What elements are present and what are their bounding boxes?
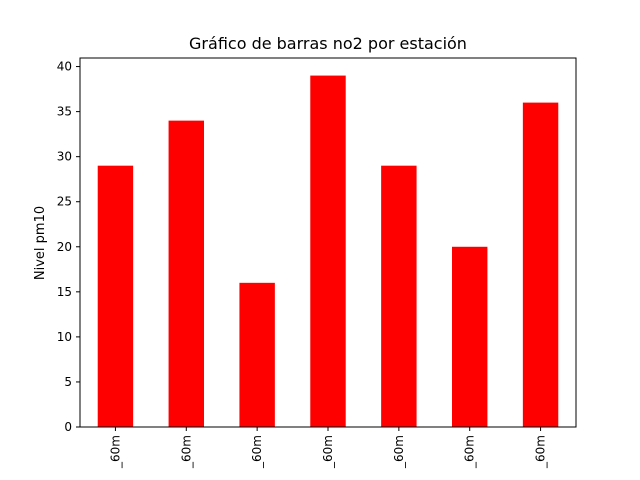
y-tick-label: 30 [57, 150, 72, 164]
x-tick-label: _60m [321, 435, 335, 469]
x-axis: _60m _60m _60m _60m _60m _60m _60m [108, 427, 548, 469]
y-tick-label: 15 [57, 285, 72, 299]
x-tick-label: _60m [179, 435, 193, 469]
bar-7 [522, 102, 559, 427]
bars-group [97, 75, 559, 428]
x-tick-label: _60m [250, 435, 264, 469]
x-tick-label: _60m [392, 435, 406, 469]
x-tick-label: _60m [108, 435, 122, 469]
y-tick-label: 20 [57, 240, 72, 254]
bar-5 [381, 165, 417, 427]
y-axis-label: Nivel pm10 [33, 206, 48, 280]
y-tick-label: 0 [64, 420, 72, 434]
bar-4 [310, 75, 346, 428]
bar-1 [97, 165, 134, 427]
chart-title: Gráfico de barras no2 por estación [189, 34, 467, 53]
bar-6 [452, 246, 488, 427]
y-tick-label: 5 [64, 375, 72, 389]
y-axis: 0 5 10 15 20 25 30 35 40 [57, 60, 80, 434]
x-tick-label: _60m [534, 435, 548, 469]
y-tick-label: 25 [57, 195, 72, 209]
plot-frame [79, 57, 577, 428]
y-tick-label: 40 [57, 60, 72, 74]
bar-3 [239, 282, 275, 427]
y-tick-label: 35 [57, 105, 72, 119]
x-tick-label: _60m [463, 435, 477, 469]
y-tick-label: 10 [57, 330, 72, 344]
bar-2 [168, 120, 204, 427]
